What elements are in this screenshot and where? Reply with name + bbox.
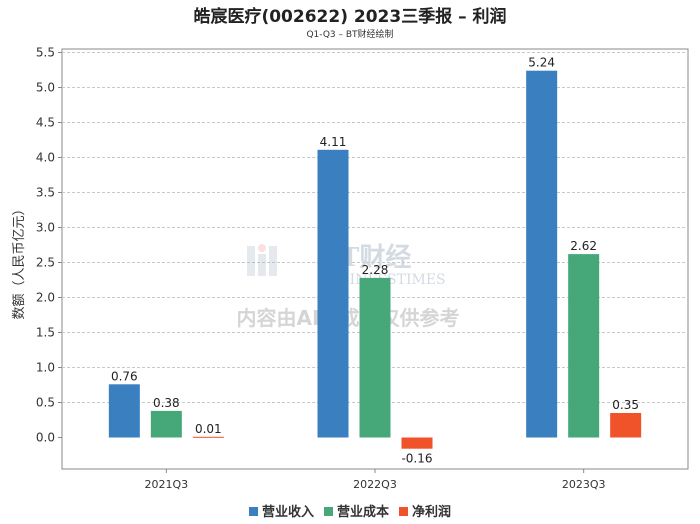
data-label: 0.35 [612,398,639,412]
legend-label: 营业成本 [336,505,389,520]
y-axis: 0.0 0.5 1.0 1.5 2.0 2.5 3.0 3.5 4.0 4.5 5.0 5.5 [36,46,62,445]
bar [401,437,433,449]
x-tick-label: 2022Q3 [353,478,397,491]
data-label: 0.38 [153,396,180,410]
bar [108,384,140,438]
legend-item: 净利润 [399,501,451,520]
bar [526,70,558,438]
y-tick-label: 5.5 [36,46,55,60]
value-labels: 0.76 0.38 0.01 4.11 2.28 -0.16 5.24 2.62 0.35 [111,56,639,466]
bar [568,254,600,438]
data-label: 4.11 [320,135,347,149]
x-axis: 2021Q3 2022Q3 2023Q3 [145,469,606,491]
y-tick-label: 1.0 [36,361,55,375]
bars [108,70,642,449]
y-tick-label: 5.0 [36,81,55,95]
data-label: 2.28 [362,263,389,277]
legend-label: 营业收入 [261,505,314,520]
data-label: 0.01 [195,422,222,436]
bt-logo-icon [247,244,277,276]
y-tick-label: 4.0 [36,151,55,165]
legend-swatch [323,507,333,516]
bar [317,149,349,438]
y-axis-label: 数额（人民币亿元） [12,202,27,319]
x-tick-label: 2023Q3 [562,478,606,491]
data-label: 5.24 [528,56,555,70]
data-label: 0.76 [111,369,138,383]
bar [192,436,224,438]
legend-item: 营业收入 [248,501,314,520]
y-tick-label: 0.0 [36,431,55,445]
y-tick-label: 3.5 [36,186,55,200]
bar [359,277,391,438]
y-tick-label: 4.5 [36,116,55,130]
data-label: 2.62 [570,239,597,253]
y-tick-label: 2.0 [36,291,55,305]
x-tick-label: 2021Q3 [145,478,189,491]
bar [150,410,182,438]
bar-chart: BT财经 BUSINESSTIMES 内容由AI生成，仅供参考 0.760.38… [12,46,689,491]
legend-swatch [248,507,258,516]
y-tick-label: 2.5 [36,256,55,270]
legend-item: 营业成本 [323,501,389,520]
bar [610,413,642,438]
legend-label: 净利润 [412,505,452,520]
legend-swatch [399,507,408,516]
data-label: -0.16 [401,452,432,466]
y-tick-label: 1.5 [36,326,55,340]
chart-subtitle: Q1-Q3 – BT财经绘制 [306,30,394,40]
chart-legend: 营业收入 营业成本 净利润 [0,501,700,520]
y-tick-label: 3.0 [36,221,55,235]
y-tick-label: 0.5 [36,396,55,410]
chart-title: 皓宸医疗(002622) 2023三季报 – 利润 [193,7,507,27]
